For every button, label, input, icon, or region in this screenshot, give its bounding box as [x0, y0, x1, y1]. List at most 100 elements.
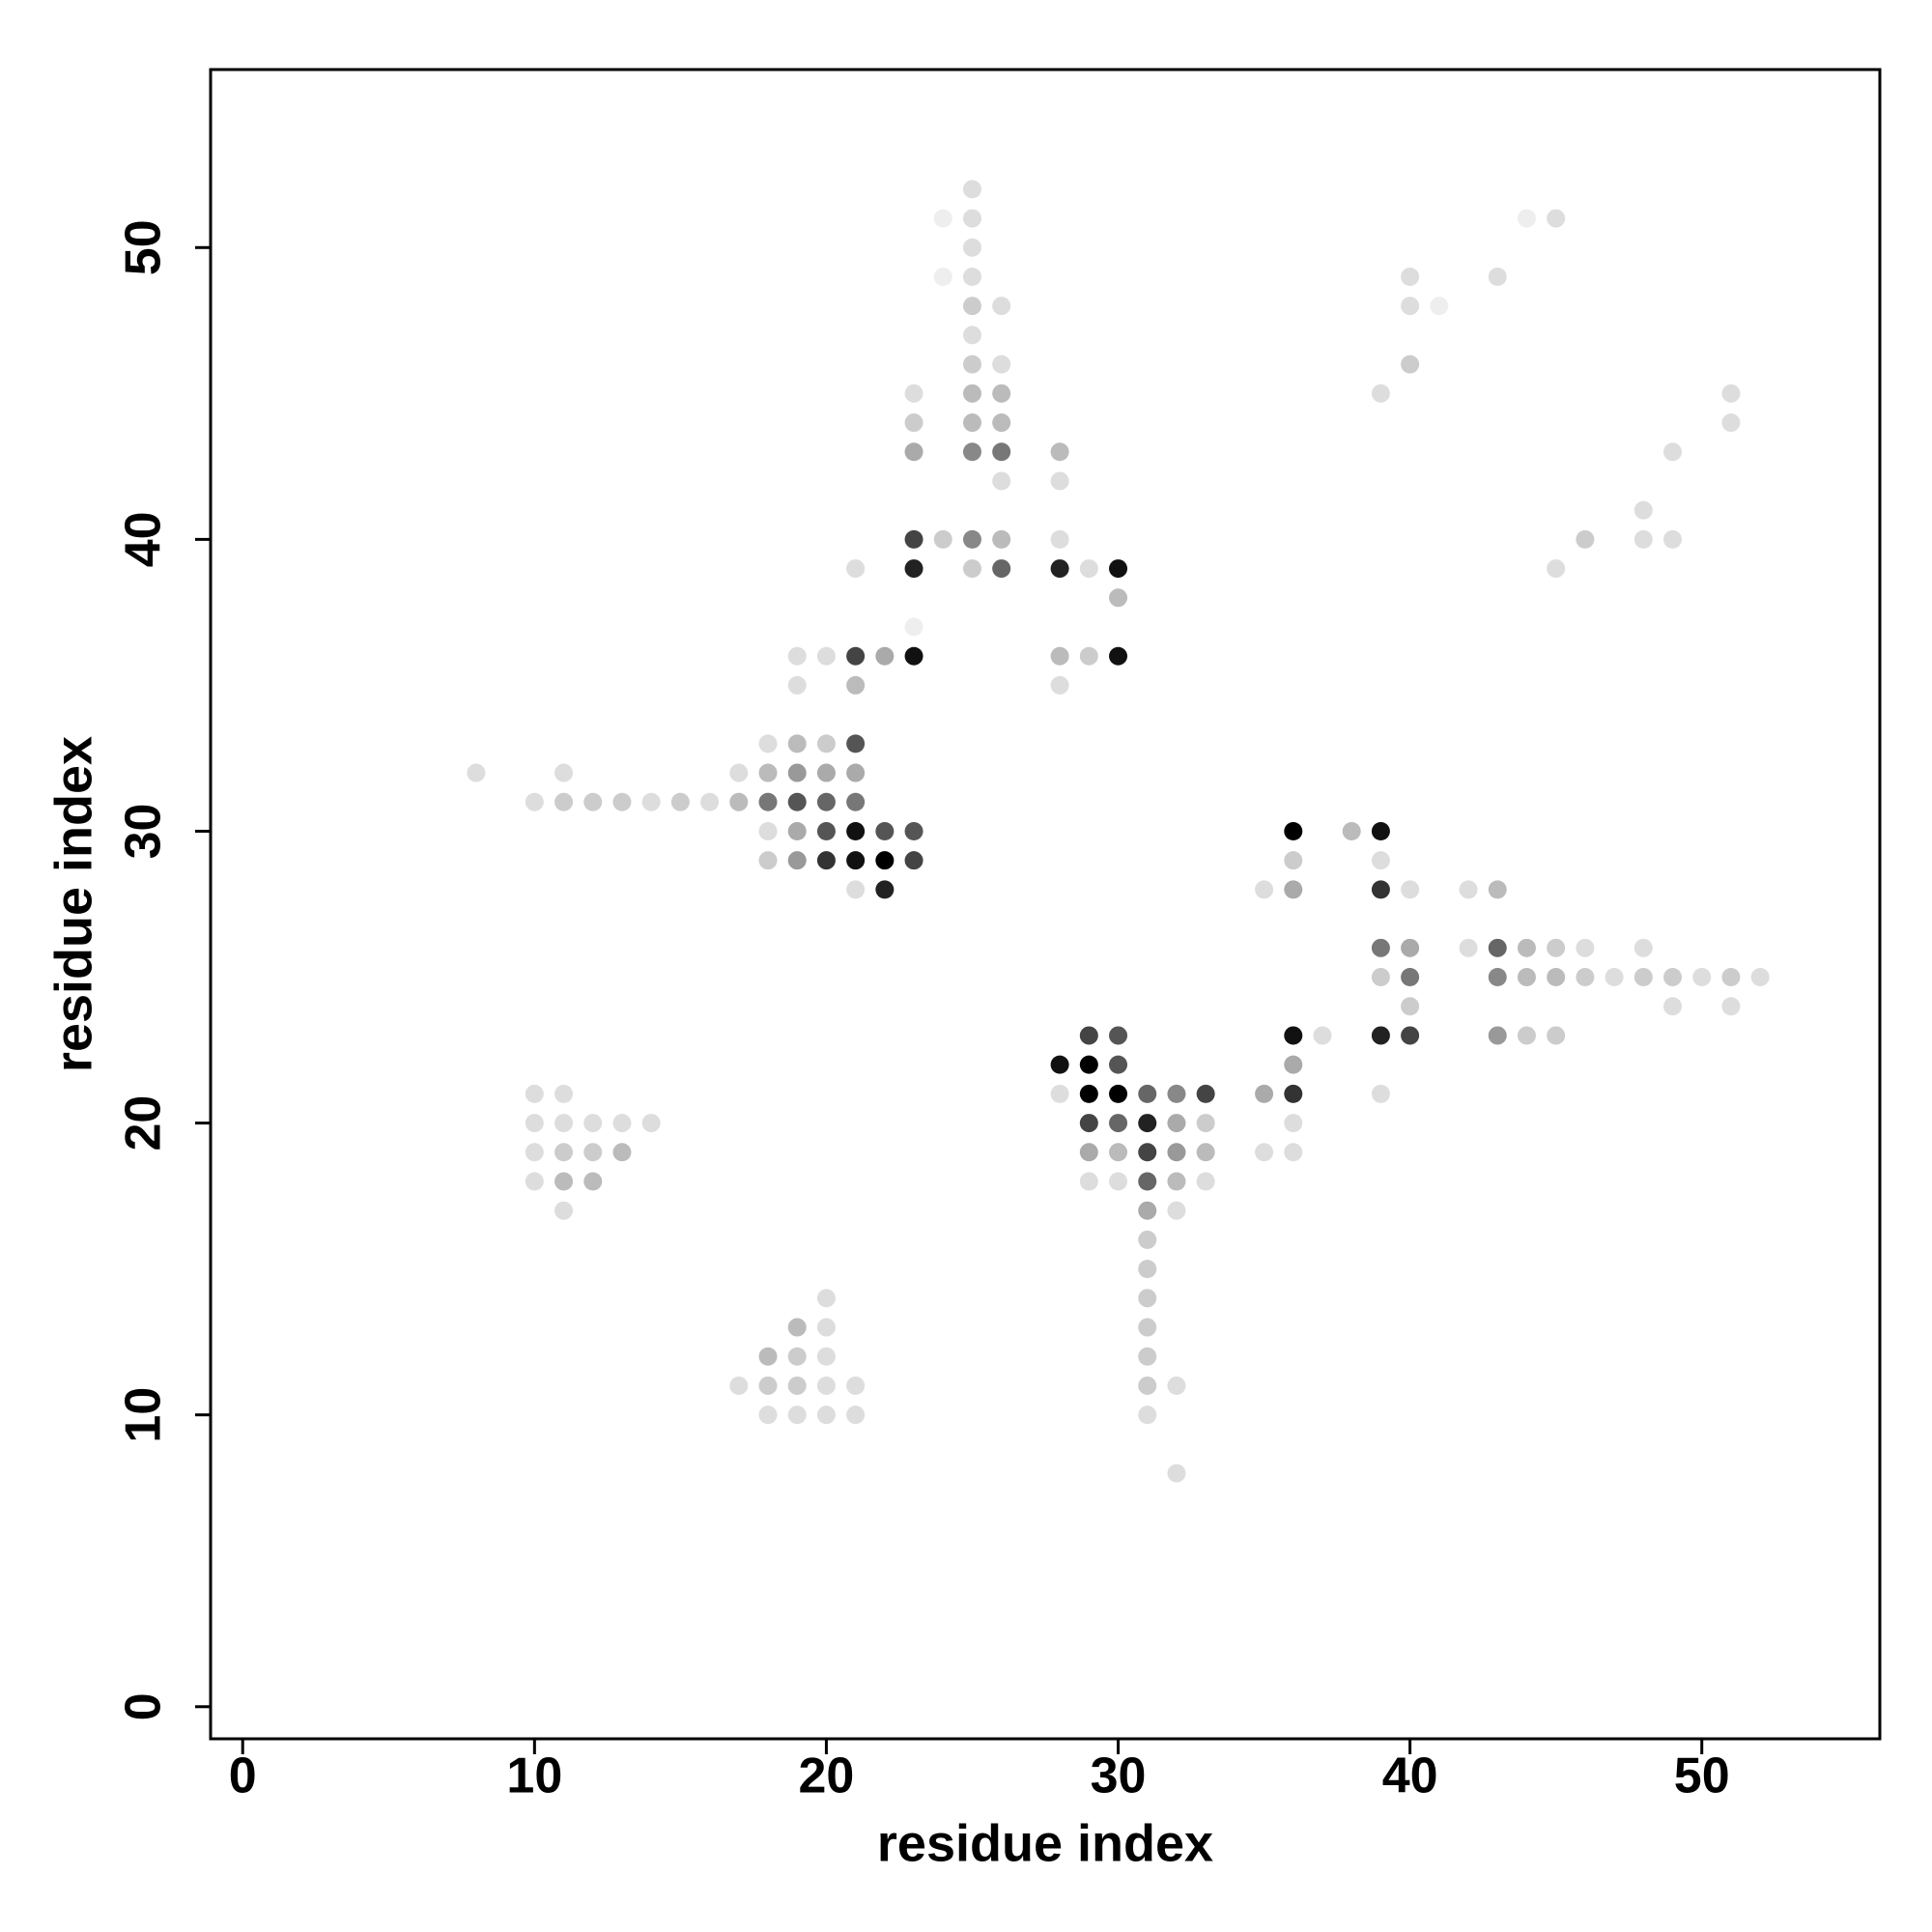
plot-frame: [209, 68, 1882, 1741]
point: [1138, 1406, 1157, 1425]
point: [787, 792, 807, 811]
point: [1138, 1289, 1157, 1308]
point: [1138, 1318, 1157, 1337]
point: [1371, 851, 1390, 870]
point: [1109, 1084, 1128, 1103]
point: [1109, 1172, 1128, 1191]
point: [933, 529, 952, 549]
point: [816, 1289, 836, 1308]
point: [1109, 1055, 1128, 1074]
x-tick-label: 20: [799, 1748, 855, 1804]
point: [1079, 1055, 1098, 1074]
point: [758, 1406, 778, 1425]
point: [1079, 1143, 1098, 1162]
point: [962, 209, 981, 228]
point: [816, 646, 836, 666]
point: [1401, 968, 1420, 987]
point: [933, 209, 952, 228]
point: [1196, 1084, 1215, 1103]
point: [758, 1347, 778, 1366]
point: [816, 1347, 836, 1366]
point: [787, 1347, 807, 1366]
point: [904, 851, 923, 870]
point: [1488, 880, 1507, 899]
point: [1430, 297, 1449, 316]
point: [729, 763, 749, 782]
point: [1634, 529, 1653, 549]
point: [962, 442, 981, 462]
point: [1050, 559, 1069, 579]
point: [583, 1172, 603, 1191]
point: [992, 413, 1011, 433]
point: [641, 1114, 661, 1133]
point: [962, 326, 981, 345]
point: [816, 763, 836, 782]
point: [1138, 1143, 1157, 1162]
point: [1050, 442, 1069, 462]
point: [1547, 209, 1566, 228]
point: [1079, 1172, 1098, 1191]
point: [1109, 1026, 1128, 1045]
point: [1109, 559, 1128, 579]
point: [554, 792, 574, 811]
point: [816, 792, 836, 811]
point: [1284, 1026, 1303, 1045]
point: [962, 180, 981, 199]
point: [1167, 1463, 1186, 1483]
point: [1167, 1114, 1186, 1133]
point: [846, 763, 866, 782]
point: [1488, 938, 1507, 957]
point: [1255, 1143, 1274, 1162]
point: [1401, 297, 1420, 316]
point: [1547, 938, 1566, 957]
point: [1401, 880, 1420, 899]
point: [962, 267, 981, 286]
point: [1196, 1114, 1215, 1133]
point: [1109, 1114, 1128, 1133]
point: [787, 1406, 807, 1425]
point: [612, 792, 632, 811]
point: [1167, 1376, 1186, 1395]
point: [612, 1114, 632, 1133]
point: [1721, 413, 1741, 433]
point: [1342, 821, 1361, 840]
point: [1459, 880, 1478, 899]
point: [612, 1143, 632, 1162]
point: [670, 792, 690, 811]
point: [641, 792, 661, 811]
point: [1401, 267, 1420, 286]
point: [1138, 1347, 1157, 1366]
point: [846, 646, 866, 666]
point: [875, 880, 895, 899]
point: [992, 529, 1011, 549]
point: [583, 1114, 603, 1133]
point: [875, 646, 895, 666]
point: [1255, 1084, 1274, 1103]
point: [1050, 646, 1069, 666]
point: [846, 851, 866, 870]
point: [1284, 851, 1303, 870]
point: [729, 792, 749, 811]
point: [583, 1143, 603, 1162]
point: [1605, 968, 1624, 987]
point: [1138, 1230, 1157, 1249]
point: [554, 1143, 574, 1162]
point: [846, 1406, 866, 1425]
point: [787, 763, 807, 782]
point: [1401, 1026, 1420, 1045]
point: [787, 734, 807, 753]
point: [1050, 529, 1069, 549]
point: [1371, 880, 1390, 899]
point: [1663, 529, 1683, 549]
point: [992, 355, 1011, 374]
point: [1371, 1026, 1390, 1045]
point: [525, 1114, 544, 1133]
point: [846, 734, 866, 753]
point: [1079, 1026, 1098, 1045]
point: [1401, 355, 1420, 374]
point: [525, 792, 544, 811]
y-axis-label: residue index: [44, 736, 102, 1072]
point: [1284, 1114, 1303, 1133]
